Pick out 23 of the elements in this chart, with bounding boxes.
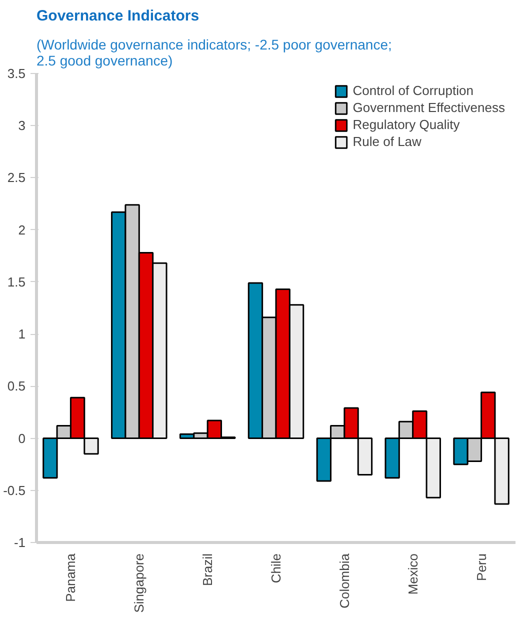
y-tick-label: 2.5 (7, 170, 26, 186)
legend-label: Government Effectiveness (352, 100, 505, 115)
y-tick-label: 3.5 (7, 66, 26, 81)
x-tick-label: Singapore (132, 553, 147, 613)
y-tick-label: -0.5 (3, 482, 26, 498)
x-tick-label: Panama (63, 552, 78, 602)
x-tick-label: Chile (268, 554, 284, 584)
y-tick-label: 0.5 (7, 378, 26, 394)
x-tick-label: Colombia (336, 552, 352, 608)
y-tick-label: 1 (18, 326, 26, 342)
y-tick-label: 2 (18, 222, 26, 238)
x-tick-label: Peru (474, 553, 489, 581)
y-tick-label: 0 (18, 430, 26, 446)
chart-subtitle: (Worldwide governance indicators; -2.5 poor governance; 2.5 good governance) (36, 36, 392, 68)
legend-label: Regulatory Quality (352, 117, 460, 132)
x-tick-label: Brazil (200, 553, 216, 586)
chart-title: Governance Indicators (36, 8, 200, 24)
y-tick-label: 3 (18, 118, 26, 134)
legend-label: Rule of Law (352, 134, 422, 149)
legend-label: Control of Corruption (352, 83, 474, 98)
y-tick-label: 1.5 (7, 274, 26, 290)
x-tick-label: Mexico (405, 553, 420, 595)
y-tick-label: -1 (14, 535, 26, 550)
